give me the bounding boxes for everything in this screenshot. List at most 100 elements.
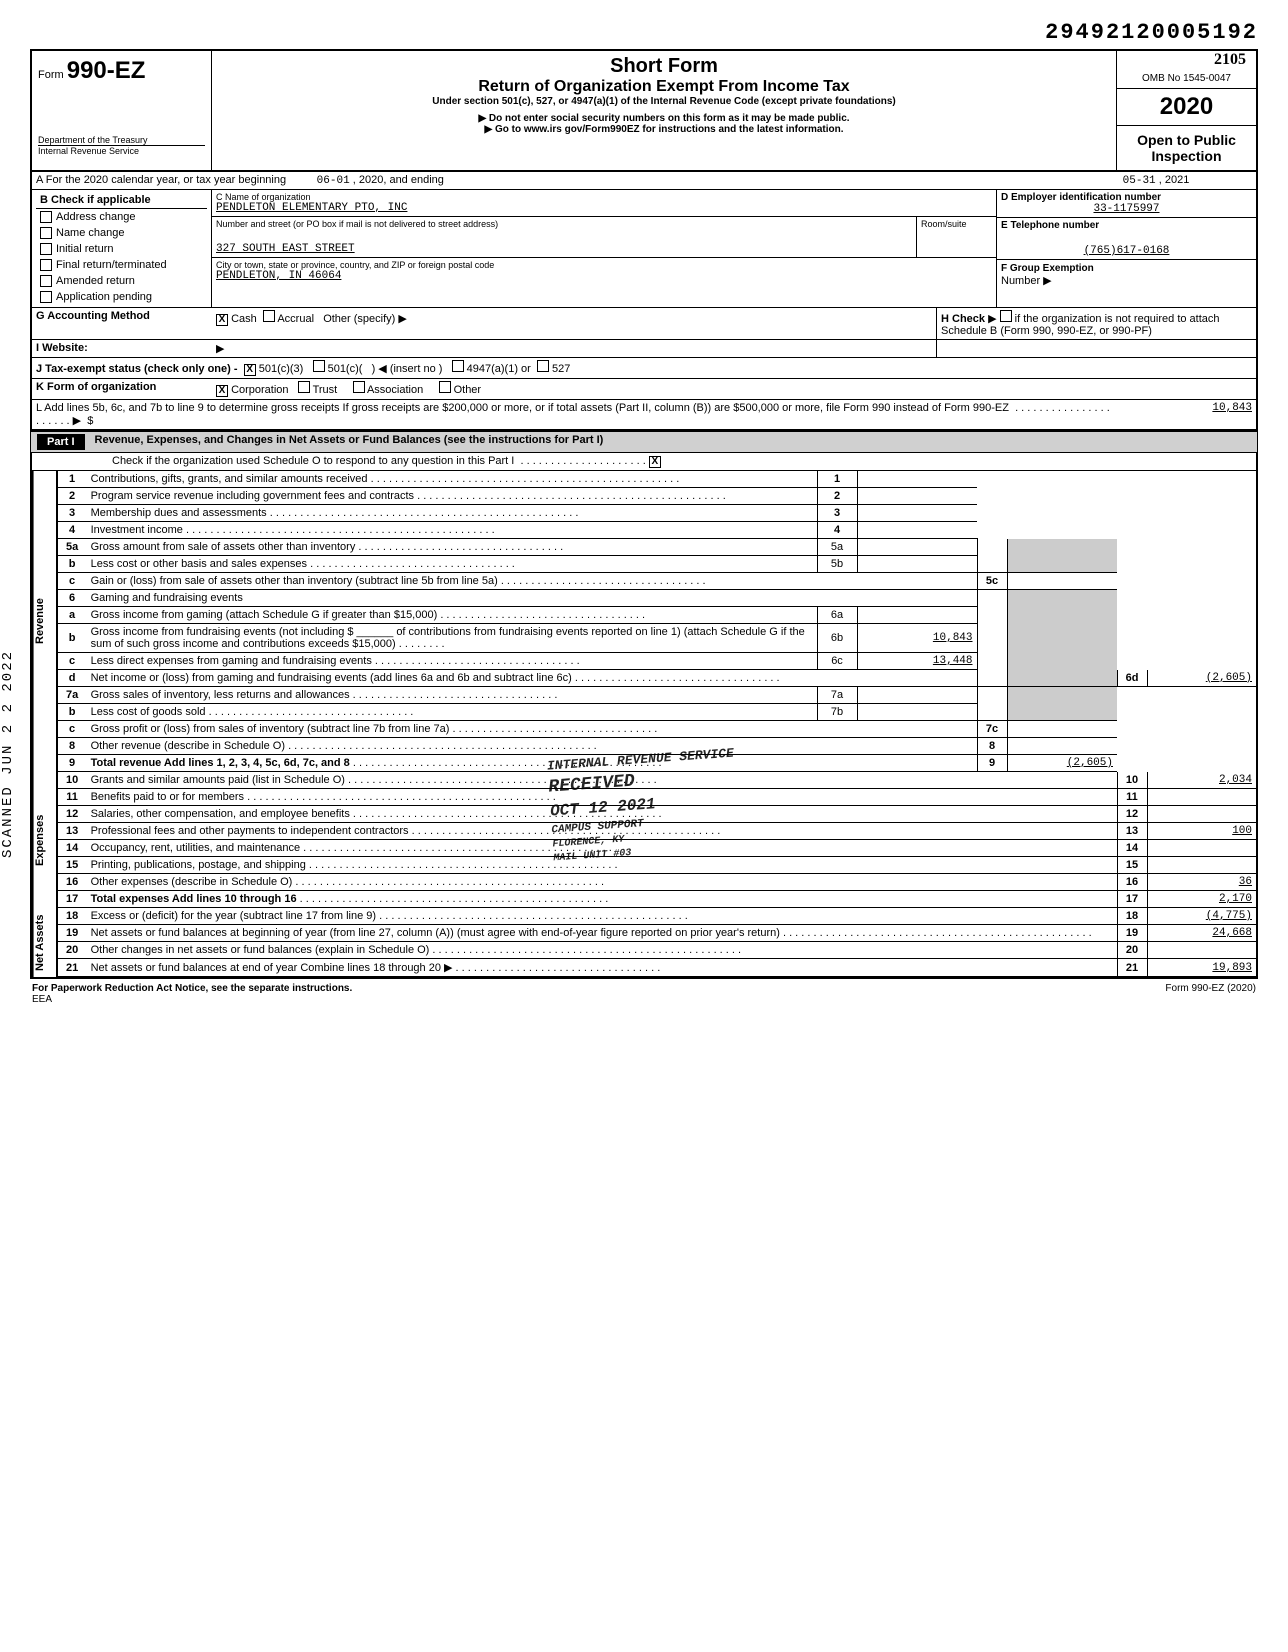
line7c-amt [1007, 721, 1117, 738]
line5a-subamt [857, 539, 977, 556]
chk-name[interactable] [40, 227, 52, 239]
j-501c3: 501(c)(3) [259, 363, 304, 375]
line5c-box: 5c [977, 573, 1007, 590]
line17-amt: 2,170 [1147, 891, 1257, 908]
line11-amt [1147, 789, 1257, 806]
line7a-text: Gross sales of inventory, less returns a… [91, 689, 350, 701]
line14-box: 14 [1117, 840, 1147, 857]
line9-amt: (2,605) [1007, 755, 1117, 772]
line5c-amt [1007, 573, 1117, 590]
line17-box: 17 [1117, 891, 1147, 908]
i-label: I Website: [32, 340, 212, 357]
line-a-mid: , 2020, and ending [353, 174, 444, 186]
chk-assoc[interactable] [353, 381, 365, 393]
b-address: Address change [56, 211, 136, 223]
b-amended: Amended return [56, 275, 135, 287]
line16-text: Other expenses (describe in Schedule O) [91, 876, 293, 888]
line1-text: Contributions, gifts, grants, and simila… [91, 473, 368, 485]
j-label: J Tax-exempt status (check only one) - [36, 363, 238, 375]
phone: (765)617-0168 [1001, 245, 1252, 257]
footer-right: Form 990-EZ (2020) [1165, 983, 1256, 1005]
chk-cash[interactable]: X [216, 314, 228, 326]
line1-amt [857, 471, 977, 488]
g-other: Other (specify) [323, 313, 395, 325]
b-name: Name change [56, 227, 125, 239]
g-label: G Accounting Method [32, 308, 212, 339]
j-insert: (insert no ) [390, 363, 443, 375]
vlabel-netassets: Net Assets [32, 908, 56, 977]
line13-box: 13 [1117, 823, 1147, 840]
line5c-text: Gain or (loss) from sale of assets other… [91, 575, 498, 587]
line6-text: Gaming and fundraising events [91, 592, 243, 604]
g-cash: Cash [231, 313, 257, 325]
line12-amt [1147, 806, 1257, 823]
org-city: PENDLETON, IN 46064 [216, 270, 992, 282]
chk-accrual[interactable] [263, 310, 275, 322]
chk-pending[interactable] [40, 291, 52, 303]
chk-4947[interactable] [452, 360, 464, 372]
line13-text: Professional fees and other payments to … [91, 825, 409, 837]
doc-code: 29492120005192 [30, 20, 1258, 45]
line6c-subamt: 13,448 [857, 653, 977, 670]
chk-501c[interactable] [313, 360, 325, 372]
revenue-table: 1Contributions, gifts, grants, and simil… [56, 471, 1258, 772]
chk-address[interactable] [40, 211, 52, 223]
line6c-sub: 6c [817, 653, 857, 670]
chk-h[interactable] [1000, 310, 1012, 322]
line6a-subamt [857, 607, 977, 624]
line2-amt [857, 488, 977, 505]
form-title: Short Form [220, 55, 1108, 78]
chk-initial[interactable] [40, 243, 52, 255]
chk-amended[interactable] [40, 275, 52, 287]
j-4947: 4947(a)(1) or [467, 363, 531, 375]
line7a-sub: 7a [817, 687, 857, 704]
line7c-box: 7c [977, 721, 1007, 738]
f-number-label: Number [1001, 275, 1040, 287]
part1-check-text: Check if the organization used Schedule … [112, 455, 514, 467]
part1-header: Part I Revenue, Expenses, and Changes in… [30, 431, 1258, 453]
ein: 33-1175997 [1001, 203, 1252, 215]
chk-501c3[interactable]: X [244, 364, 256, 376]
line4-box: 4 [817, 522, 857, 539]
line19-amt: 24,668 [1147, 925, 1257, 942]
chk-other[interactable] [439, 381, 451, 393]
line18-amt: (4,775) [1147, 908, 1257, 925]
j-501c: 501(c)( [328, 363, 363, 375]
line3-text: Membership dues and assessments [91, 507, 267, 519]
b-final: Final return/terminated [56, 259, 167, 271]
line7b-text: Less cost of goods sold [91, 706, 206, 718]
line16-box: 16 [1117, 874, 1147, 891]
chk-trust[interactable] [298, 381, 310, 393]
chk-corp[interactable]: X [216, 385, 228, 397]
vlabel-expenses: Expenses [32, 772, 56, 908]
section-b: B Check if applicable Address change Nam… [32, 190, 212, 307]
e-label: E Telephone number [1001, 220, 1252, 231]
room-label: Room/suite [916, 217, 996, 257]
line11-text: Benefits paid to or for members [91, 791, 244, 803]
netassets-table: 18Excess or (deficit) for the year (subt… [56, 908, 1258, 977]
line2-box: 2 [817, 488, 857, 505]
line5b-text: Less cost or other basis and sales expen… [91, 558, 307, 570]
k-assoc: Association [367, 384, 423, 396]
line8-box: 8 [977, 738, 1007, 755]
line6a-sub: 6a [817, 607, 857, 624]
line16-amt: 36 [1147, 874, 1257, 891]
city-label: City or town, state or province, country… [216, 260, 992, 270]
line6d-text: Net income or (loss) from gaming and fun… [91, 672, 572, 684]
line7b-sub: 7b [817, 704, 857, 721]
k-corp: Corporation [231, 384, 288, 396]
vlabel-revenue: Revenue [32, 471, 56, 772]
line9-text: Total revenue Add lines 1, 2, 3, 4, 5c, … [91, 757, 350, 769]
inspection: Inspection [1151, 148, 1221, 164]
c-label: C Name of organization [216, 192, 992, 202]
line3-box: 3 [817, 505, 857, 522]
line6b-pre: Gross income from fundraising events (no… [91, 626, 354, 638]
chk-part1-schedo[interactable]: X [649, 456, 661, 468]
chk-527[interactable] [537, 360, 549, 372]
line15-text: Printing, publications, postage, and shi… [91, 859, 306, 871]
d-label: D Employer identification number [1001, 192, 1252, 203]
open-public: Open to Public [1137, 132, 1236, 148]
k-label: K Form of organization [32, 379, 212, 399]
chk-final[interactable] [40, 259, 52, 271]
form-number: 990-EZ [67, 57, 146, 84]
